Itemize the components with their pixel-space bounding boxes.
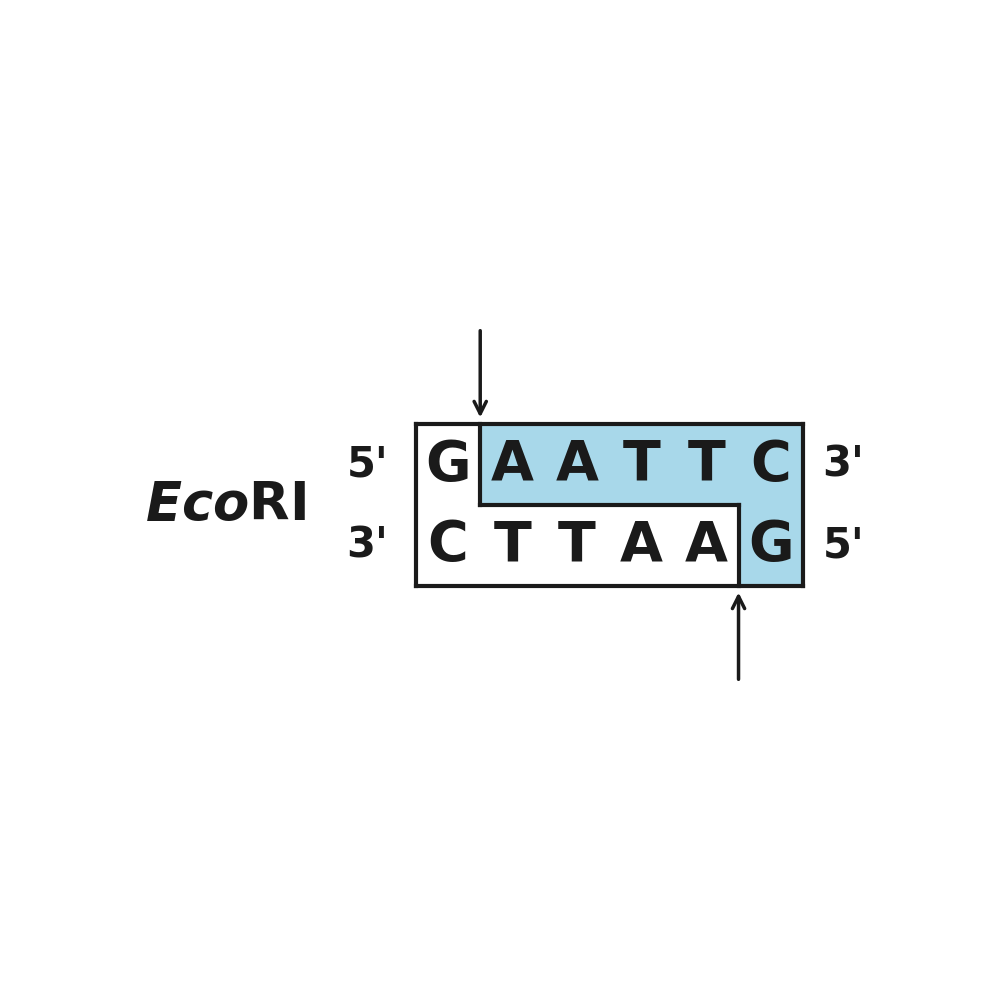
Text: 3': 3' bbox=[347, 524, 388, 566]
Bar bbox=[480, 424, 803, 505]
Text: T: T bbox=[494, 518, 531, 572]
Text: 3': 3' bbox=[822, 444, 864, 486]
Text: 5': 5' bbox=[347, 444, 388, 486]
Text: $\bfit{Eco}$$\bf{RI}$: $\bfit{Eco}$$\bf{RI}$ bbox=[145, 479, 306, 531]
Text: A: A bbox=[491, 438, 534, 492]
Text: A: A bbox=[685, 518, 728, 572]
Text: 5': 5' bbox=[822, 524, 864, 566]
Text: C: C bbox=[750, 438, 791, 492]
Text: T: T bbox=[558, 518, 596, 572]
Text: A: A bbox=[556, 438, 599, 492]
Bar bbox=[739, 505, 803, 586]
Text: C: C bbox=[428, 518, 468, 572]
Text: T: T bbox=[623, 438, 661, 492]
Text: A: A bbox=[620, 518, 663, 572]
Text: G: G bbox=[748, 518, 794, 572]
Text: T: T bbox=[687, 438, 725, 492]
Text: G: G bbox=[425, 438, 471, 492]
